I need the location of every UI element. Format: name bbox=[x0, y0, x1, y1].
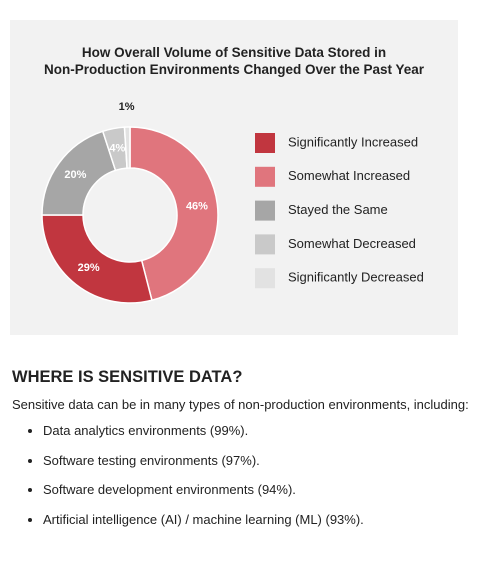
legend-swatch bbox=[255, 268, 275, 289]
bullet-item: Data analytics environments (99%). bbox=[43, 416, 364, 446]
title-line: How Overall Volume of Sensitive Data Sto… bbox=[81, 45, 387, 60]
data-label: 29% bbox=[78, 262, 100, 274]
legend-label: Significantly Decreased bbox=[288, 270, 424, 285]
legend-swatch bbox=[255, 133, 275, 153]
chart: 46% 29% 20% 4% 1% Significantly Increased Some… bbox=[41, 101, 424, 304]
donut-slice bbox=[41, 214, 153, 304]
data-label: 20% bbox=[64, 169, 86, 181]
title-line: Non-Production Environments Changed Over… bbox=[43, 62, 425, 77]
legend-swatch bbox=[255, 166, 275, 187]
chart-title: How Overall Volume of Sensitive Data Sto… bbox=[10, 44, 458, 78]
bullet-item: Software development environments (94%). bbox=[43, 475, 364, 505]
section-intro: Sensitive data can be in many types of n… bbox=[12, 397, 469, 412]
donut-slice bbox=[129, 126, 219, 302]
legend-label: Somewhat Increased bbox=[288, 168, 410, 183]
legend-label: Somewhat Decreased bbox=[288, 236, 416, 251]
donut-slice bbox=[123, 126, 131, 169]
legend-label: Stayed the Same bbox=[288, 202, 388, 217]
data-label: 1% bbox=[119, 101, 135, 113]
bullet-item: Artificial intelligence (AI) / machine l… bbox=[43, 505, 364, 535]
legend-swatch bbox=[255, 234, 275, 255]
legend-swatch bbox=[255, 200, 275, 221]
bullet-list: Data analytics environments (99%). Softw… bbox=[0, 416, 364, 534]
bullet-item: Software testing environments (97%). bbox=[43, 446, 364, 476]
data-label: 4% bbox=[109, 143, 125, 155]
section-heading: WHERE IS SENSITIVE DATA? bbox=[12, 368, 243, 386]
legend-label: Significantly Increased bbox=[288, 134, 418, 149]
data-label: 46% bbox=[186, 200, 208, 212]
